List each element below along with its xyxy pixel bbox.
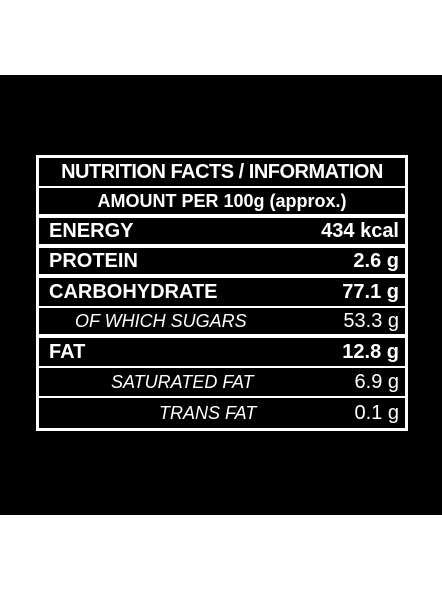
nutrient-label: CARBOHYDRATE [49,280,218,303]
subtitle: AMOUNT PER 100g (approx.) [97,190,347,211]
nutrient-value: 0.1 g [354,401,399,424]
nutrient-value: 434 kcal [321,219,399,242]
subtitle-row: AMOUNT PER 100g (approx.) [39,188,405,218]
nutrition-table: NUTRITION FACTS / INFORMATION AMOUNT PER… [36,155,408,431]
title: NUTRITION FACTS / INFORMATION [61,160,383,183]
table-row: FAT 12.8 g [39,338,405,368]
table-row: CARBOHYDRATE 77.1 g [39,278,405,308]
nutrient-label: OF WHICH SUGARS [75,310,247,331]
nutrient-value: 53.3 g [343,309,399,332]
nutrient-value: 12.8 g [342,340,399,363]
nutrient-value: 6.9 g [354,370,399,393]
nutrient-label: TRANS FAT [159,402,257,423]
table-row: PROTEIN 2.6 g [39,248,405,278]
nutrient-label: FAT [49,340,86,363]
nutrient-value: 2.6 g [353,249,399,272]
nutrient-label: SATURATED FAT [111,371,254,392]
title-row: NUTRITION FACTS / INFORMATION [39,158,405,188]
nutrient-label: PROTEIN [49,249,138,272]
table-row: ENERGY 434 kcal [39,218,405,248]
table-row: SATURATED FAT 6.9 g [39,368,405,398]
nutrient-label: ENERGY [49,219,134,242]
nutrient-value: 77.1 g [342,280,399,303]
table-row: TRANS FAT 0.1 g [39,398,405,428]
table-row: OF WHICH SUGARS 53.3 g [39,308,405,338]
